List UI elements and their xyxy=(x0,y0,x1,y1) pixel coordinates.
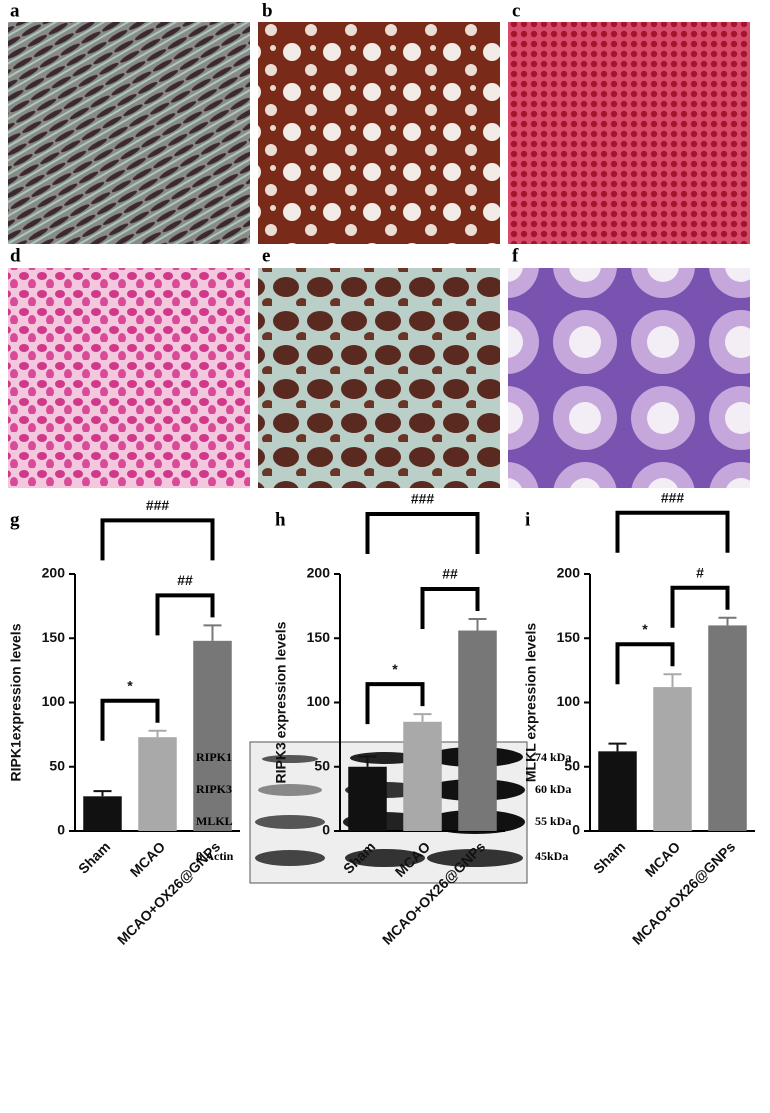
x-tick-label: Sham xyxy=(75,838,113,876)
band xyxy=(255,815,325,829)
panel-label: f xyxy=(512,245,519,266)
band xyxy=(345,849,425,867)
x-tick-label: MCAO xyxy=(127,838,169,880)
image-d xyxy=(8,268,250,488)
band xyxy=(255,850,325,866)
y-axis-label: RIPK3 expression levels xyxy=(273,621,289,783)
y-tick-label: 100 xyxy=(557,693,581,709)
protein-label: β Actin xyxy=(196,849,234,863)
y-tick-label: 150 xyxy=(557,629,581,645)
panel-label: h xyxy=(275,509,286,530)
significance-bracket xyxy=(420,586,480,629)
error-bar xyxy=(203,624,222,641)
band xyxy=(262,755,318,763)
image-a xyxy=(8,22,250,244)
panel-label: a xyxy=(10,0,20,21)
bar xyxy=(653,687,692,831)
significance-label: * xyxy=(642,621,648,637)
bar xyxy=(83,796,122,831)
error-bar xyxy=(718,616,737,626)
y-tick-label: 150 xyxy=(42,629,66,645)
y-tick-label: 0 xyxy=(57,822,65,838)
y-tick-label: 0 xyxy=(572,822,580,838)
image-f xyxy=(508,268,750,488)
significance-label: * xyxy=(127,677,133,693)
protein-label: RIPK3 xyxy=(196,782,232,796)
error-bar xyxy=(358,755,377,767)
significance-label: ### xyxy=(411,491,435,507)
histology-panels xyxy=(8,22,750,488)
significance-label: # xyxy=(696,564,704,580)
bar xyxy=(138,737,177,831)
panel-label: d xyxy=(10,245,21,266)
panel-label: e xyxy=(262,245,270,266)
panel-label: b xyxy=(262,0,273,21)
significance-bracket xyxy=(615,642,675,685)
bar xyxy=(708,625,747,831)
error-bar xyxy=(608,742,627,752)
y-axis-label: RIPK1expression levels xyxy=(8,623,24,781)
x-tick-label: Sham xyxy=(590,838,628,876)
panel-label: c xyxy=(512,0,520,21)
significance-label: ## xyxy=(442,566,458,582)
significance-bracket xyxy=(615,510,730,553)
error-bar xyxy=(93,790,112,797)
image-c xyxy=(508,22,750,244)
panel-label: g xyxy=(10,509,20,530)
significance-label: ## xyxy=(177,572,193,588)
bar xyxy=(348,766,387,831)
significance-bracket xyxy=(670,585,730,628)
significance-bracket xyxy=(365,511,480,554)
panel-label: i xyxy=(525,509,530,530)
y-tick-label: 100 xyxy=(42,693,66,709)
error-bar xyxy=(148,729,167,738)
significance-bracket xyxy=(365,682,425,725)
x-tick-label: MCAO xyxy=(642,838,684,880)
significance-bracket xyxy=(100,518,215,561)
error-bar xyxy=(468,617,487,631)
bar xyxy=(598,751,637,831)
size-label: 74 kDa xyxy=(535,750,571,764)
significance-label: ### xyxy=(146,497,170,513)
significance-bracket xyxy=(100,698,160,741)
size-label: 60 kDa xyxy=(535,782,571,796)
y-tick-label: 200 xyxy=(307,565,331,581)
y-tick-label: 100 xyxy=(307,693,331,709)
protein-label: MLKL xyxy=(196,814,233,828)
x-tick-label: MCAO+OX26@GNPs xyxy=(629,838,738,947)
significance-label: * xyxy=(392,661,398,677)
image-e xyxy=(258,268,500,488)
bar xyxy=(458,630,497,831)
y-axis-label: MLKL expression levels xyxy=(523,623,539,782)
size-label: 45kDa xyxy=(535,849,568,863)
y-tick-label: 200 xyxy=(557,565,581,581)
bar xyxy=(193,640,232,831)
y-tick-label: 150 xyxy=(307,629,331,645)
y-tick-label: 50 xyxy=(314,757,330,773)
band xyxy=(427,849,523,867)
band xyxy=(258,784,322,796)
bar xyxy=(403,721,442,831)
y-tick-label: 200 xyxy=(42,565,66,581)
error-bar xyxy=(413,713,432,722)
error-bar xyxy=(663,673,682,688)
significance-bracket xyxy=(155,593,215,636)
size-label: 55 kDa xyxy=(535,814,571,828)
image-b xyxy=(258,22,500,244)
y-tick-label: 50 xyxy=(49,757,65,773)
protein-label: RIPK1 xyxy=(196,750,232,764)
significance-label: ### xyxy=(661,489,685,505)
y-tick-label: 50 xyxy=(564,757,580,773)
y-tick-label: 0 xyxy=(322,822,330,838)
